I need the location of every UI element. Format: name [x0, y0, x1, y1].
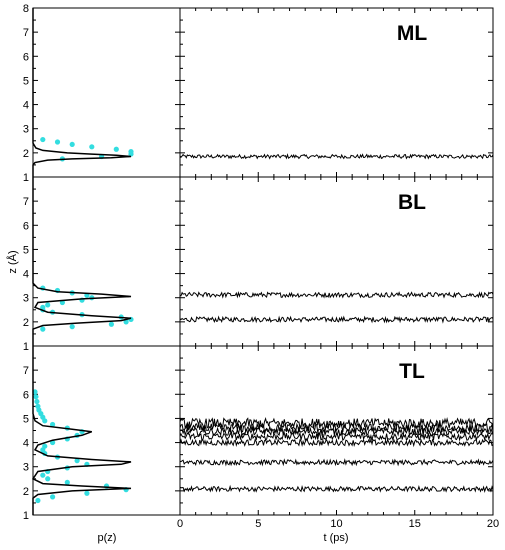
trajectory-line — [179, 153, 494, 160]
y-tick-label: 7 — [23, 27, 29, 39]
model-point — [40, 326, 46, 332]
panel-label: TL — [399, 360, 425, 383]
y-tick-label: 5 — [23, 413, 29, 425]
y-tick-label: 3 — [23, 462, 29, 474]
y-tick-label: 1 — [23, 172, 29, 184]
model-point — [33, 394, 39, 400]
x-tick-label: 10 — [330, 518, 342, 530]
y-tick-label: 4 — [23, 438, 29, 450]
y-tick-label: 2 — [23, 317, 29, 329]
y-tick-label: 8 — [23, 3, 29, 15]
model-point — [34, 398, 40, 405]
model-point — [108, 321, 114, 327]
model-point — [40, 472, 46, 478]
y-tick-label: 2 — [23, 148, 29, 160]
model-point — [128, 149, 134, 155]
reference-curve — [32, 177, 132, 346]
x-tick-label: 5 — [255, 518, 261, 530]
x-axis-title-left: p(z) — [98, 532, 117, 544]
trajectory-line — [179, 426, 494, 437]
x-tick-label: 15 — [409, 518, 421, 530]
y-tick-label: 6 — [23, 389, 29, 401]
y-tick-label: 4 — [23, 100, 29, 112]
y-tick-label: 1 — [23, 510, 29, 522]
trajectory-line — [179, 484, 494, 494]
y-tick-label: 1 — [23, 341, 29, 353]
model-point — [54, 139, 61, 145]
y-tick-label: 5 — [23, 75, 29, 87]
model-point — [74, 458, 80, 464]
x-tick-label: 20 — [487, 518, 499, 530]
y-tick-label: 2 — [23, 486, 29, 498]
model-point — [35, 403, 41, 409]
model-point — [84, 490, 90, 496]
model-point — [69, 141, 75, 148]
model-point — [113, 146, 119, 152]
y-tick-label: 7 — [23, 365, 29, 377]
y-tick-label: 3 — [23, 124, 29, 136]
model-point — [35, 497, 41, 504]
trajectory-line — [179, 437, 494, 448]
panel-label: BL — [398, 191, 426, 214]
left-frame — [32, 176, 181, 347]
trajectory-line — [179, 315, 494, 324]
panel-label: ML — [397, 22, 427, 45]
right-frame — [179, 7, 494, 178]
trajectory-line — [179, 417, 494, 430]
y-tick-label: 6 — [23, 51, 29, 63]
y-tick-label: 4 — [23, 269, 29, 281]
x-tick-label: 0 — [177, 518, 183, 530]
model-point — [69, 324, 75, 330]
model-point — [123, 319, 129, 325]
model-point — [50, 494, 56, 500]
y-axis-title: z (Å) — [6, 250, 19, 273]
trajectory-line — [179, 291, 494, 299]
panels-layer: 1 2 3 4 5 6 7 8 ML 1 2 3 4 5 6 7 BL 1 2 3 4 5 6 7 TL 0 5 10 15 20 — [23, 3, 499, 530]
y-tick-label: 3 — [23, 293, 29, 305]
model-point — [40, 304, 46, 310]
model-point — [89, 144, 95, 150]
trajectory-line — [179, 458, 494, 467]
y-tick-label: 6 — [23, 220, 29, 232]
right-frame — [179, 176, 494, 347]
model-point — [40, 136, 46, 143]
panel-ml: 1 2 3 4 5 6 7 8 ML — [23, 3, 494, 184]
y-tick-label: 7 — [23, 196, 29, 208]
x-axis-title-right: t (ps) — [323, 532, 348, 544]
reference-curve — [32, 8, 132, 177]
model-point — [50, 421, 56, 428]
reference-curve — [31, 346, 132, 515]
y-tick-label: 5 — [23, 244, 29, 256]
model-point — [45, 476, 51, 482]
panel-tl: 1 2 3 4 5 6 7 TL — [23, 345, 494, 522]
model-point — [42, 443, 48, 449]
model-point — [64, 479, 70, 486]
model-point — [45, 302, 51, 308]
panel-bl: 1 2 3 4 5 6 7 BL — [23, 176, 494, 353]
